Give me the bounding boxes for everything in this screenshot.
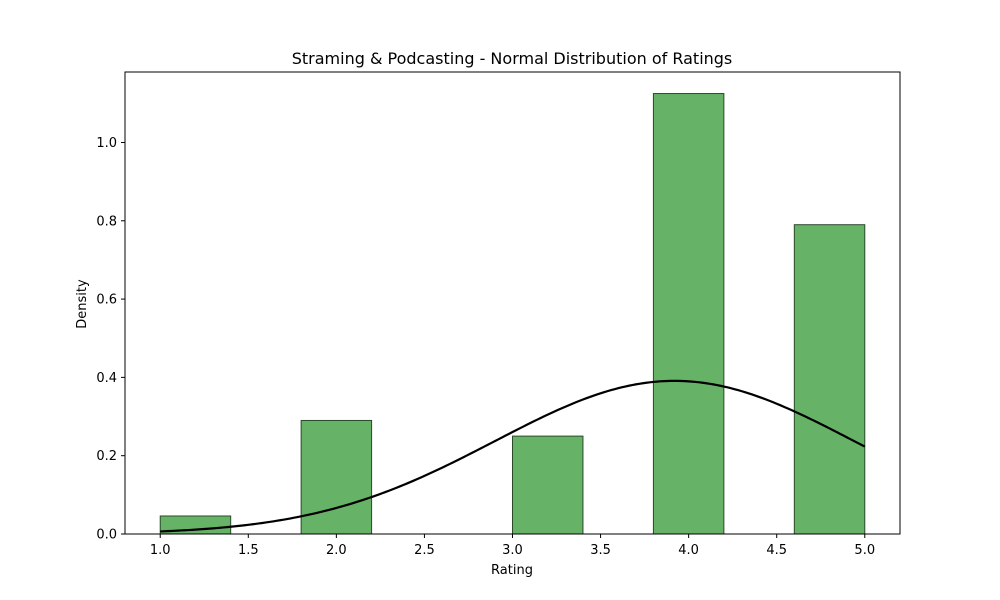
histogram-bar bbox=[300, 419, 373, 535]
y-tick-label: 0.2 bbox=[96, 449, 117, 464]
normal-curve bbox=[160, 379, 866, 533]
x-tick-label: 3.5 bbox=[590, 543, 611, 558]
x-tick-label: 4.5 bbox=[766, 543, 787, 558]
x-tick-label: 2.5 bbox=[414, 543, 435, 558]
y-tick-label: 0.4 bbox=[96, 371, 117, 386]
y-tick-label: 0.6 bbox=[96, 293, 117, 308]
histogram-bar bbox=[652, 93, 725, 535]
y-axis-label: Density bbox=[75, 279, 90, 329]
x-tick-label: 3.0 bbox=[502, 543, 523, 558]
x-tick-label: 2.0 bbox=[326, 543, 347, 558]
x-tick-label: 4.0 bbox=[678, 543, 699, 558]
chart-title: Straming & Podcasting - Normal Distribut… bbox=[292, 49, 733, 68]
y-tick-label: 0.8 bbox=[96, 214, 117, 229]
x-tick-label: 1.0 bbox=[150, 543, 171, 558]
x-tick-label: 1.5 bbox=[238, 543, 259, 558]
x-tick-label: 5.0 bbox=[854, 543, 875, 558]
x-axis-label: Rating bbox=[491, 563, 533, 578]
histogram-bar bbox=[512, 435, 584, 535]
histogram-bar bbox=[793, 224, 866, 535]
y-tick-label: 0.0 bbox=[96, 528, 117, 543]
y-tick-label: 1.0 bbox=[96, 136, 117, 151]
plot-area: 1.0 1.5 2.0 2.5 3.0 3.5 4.0 4.5 5.0 0.0 0.2 0.4 0.6 0… bbox=[96, 71, 901, 558]
